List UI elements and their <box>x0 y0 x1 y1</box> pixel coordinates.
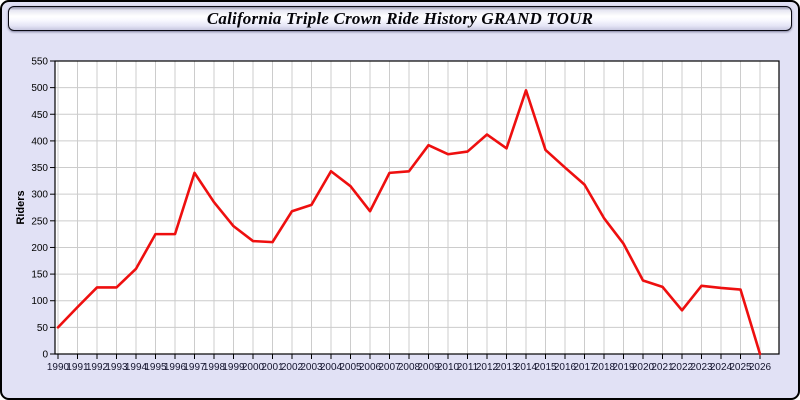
svg-text:2002: 2002 <box>281 362 304 373</box>
svg-text:2022: 2022 <box>671 362 694 373</box>
svg-text:1997: 1997 <box>183 362 206 373</box>
svg-text:2017: 2017 <box>573 362 596 373</box>
chart-title: California Triple Crown Ride History GRA… <box>206 9 594 28</box>
svg-text:2004: 2004 <box>320 362 343 373</box>
svg-text:1993: 1993 <box>105 362 128 373</box>
svg-text:2008: 2008 <box>398 362 421 373</box>
svg-text:2018: 2018 <box>593 362 616 373</box>
title-bar: California Triple Crown Ride History GRA… <box>8 6 792 31</box>
svg-text:1992: 1992 <box>86 362 109 373</box>
svg-text:2010: 2010 <box>437 362 460 373</box>
svg-text:1990: 1990 <box>47 362 70 373</box>
svg-text:1999: 1999 <box>222 362 245 373</box>
svg-text:2021: 2021 <box>651 362 674 373</box>
svg-text:2012: 2012 <box>476 362 499 373</box>
svg-text:2006: 2006 <box>359 362 382 373</box>
svg-text:550: 550 <box>31 57 48 68</box>
svg-text:400: 400 <box>31 136 48 147</box>
svg-text:2001: 2001 <box>261 362 284 373</box>
svg-text:2005: 2005 <box>339 362 362 373</box>
svg-text:50: 50 <box>37 323 49 334</box>
svg-text:450: 450 <box>31 110 48 121</box>
svg-text:2026: 2026 <box>749 362 772 373</box>
svg-text:1996: 1996 <box>164 362 187 373</box>
svg-text:2007: 2007 <box>378 362 401 373</box>
svg-text:300: 300 <box>31 190 48 201</box>
svg-text:100: 100 <box>31 296 48 307</box>
svg-text:1994: 1994 <box>125 362 148 373</box>
svg-text:1995: 1995 <box>144 362 167 373</box>
svg-text:2020: 2020 <box>632 362 655 373</box>
svg-text:2024: 2024 <box>710 362 733 373</box>
svg-text:Riders: Riders <box>15 190 27 224</box>
svg-text:2000: 2000 <box>242 362 265 373</box>
svg-text:2014: 2014 <box>515 362 538 373</box>
svg-text:250: 250 <box>31 216 48 227</box>
svg-text:2023: 2023 <box>690 362 713 373</box>
svg-text:0: 0 <box>42 350 48 361</box>
svg-text:1998: 1998 <box>203 362 226 373</box>
svg-text:2011: 2011 <box>457 362 479 373</box>
svg-text:2016: 2016 <box>554 362 577 373</box>
svg-text:2009: 2009 <box>417 362 440 373</box>
svg-text:2013: 2013 <box>495 362 518 373</box>
svg-text:2025: 2025 <box>729 362 752 373</box>
svg-text:2019: 2019 <box>612 362 635 373</box>
svg-text:1991: 1991 <box>66 362 89 373</box>
svg-text:2003: 2003 <box>300 362 323 373</box>
svg-text:2015: 2015 <box>534 362 557 373</box>
svg-text:500: 500 <box>31 83 48 94</box>
svg-text:350: 350 <box>31 163 48 174</box>
svg-text:150: 150 <box>31 270 48 281</box>
svg-text:200: 200 <box>31 243 48 254</box>
